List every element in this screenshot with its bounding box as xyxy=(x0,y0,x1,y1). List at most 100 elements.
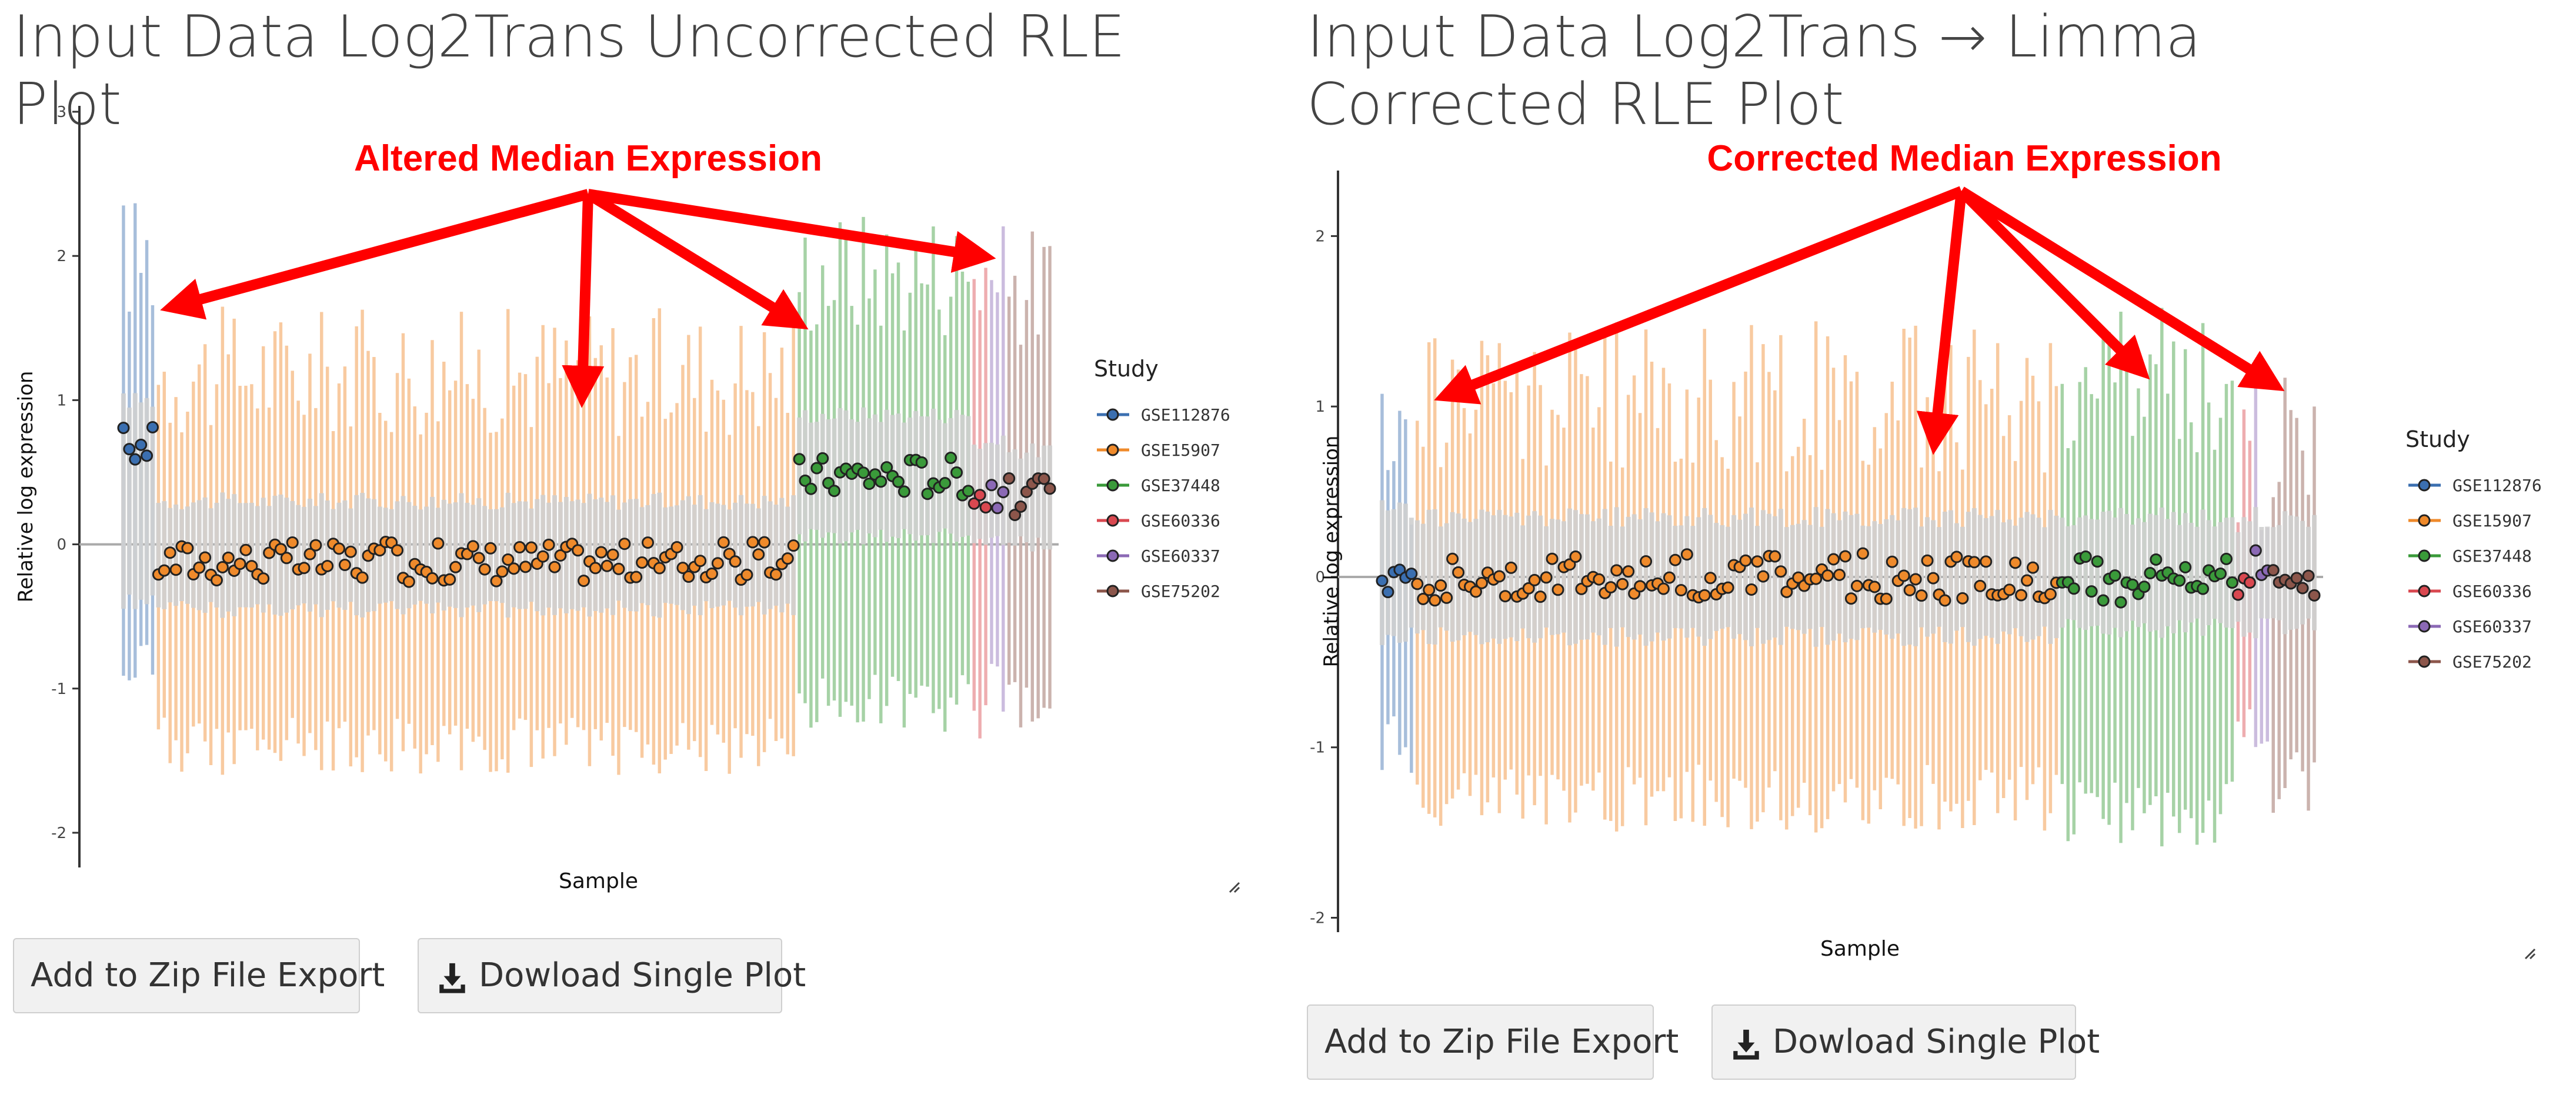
legend-entry-label: GSE15907 xyxy=(1141,440,1220,460)
median-point xyxy=(449,560,462,573)
median-point xyxy=(1020,485,1033,498)
median-point xyxy=(1968,556,1981,569)
median-point xyxy=(548,560,561,573)
median-point xyxy=(1674,584,1687,597)
median-point xyxy=(1452,566,1465,579)
median-point xyxy=(1528,573,1541,586)
median-point xyxy=(875,475,887,488)
download-single-plot-button[interactable]: Dowload Single Plot xyxy=(418,938,806,1013)
median-point xyxy=(1774,565,1787,578)
y-tick-label: 1 xyxy=(1315,398,1325,416)
y-tick-label: 0 xyxy=(1315,569,1325,586)
box-iqr xyxy=(703,509,709,602)
median-point xyxy=(321,559,334,572)
box-iqr xyxy=(261,498,266,613)
add-to-zip-label: Add to Zip File Export xyxy=(1324,1023,1679,1061)
box-iqr xyxy=(1743,513,1749,640)
box-iqr xyxy=(797,417,802,535)
resize-handle[interactable] xyxy=(2522,946,2536,960)
add-to-zip-button[interactable]: Add to Zip File Export xyxy=(13,938,385,1013)
annotation-arrow xyxy=(562,193,605,408)
median-point xyxy=(1769,550,1781,563)
box-iqr xyxy=(1866,526,1871,628)
median-point xyxy=(670,540,683,553)
download-icon xyxy=(439,963,465,993)
median-point xyxy=(216,560,229,573)
box-iqr xyxy=(126,408,132,595)
median-point xyxy=(274,543,287,556)
median-point xyxy=(1499,590,1511,603)
median-point xyxy=(606,548,619,561)
median-point xyxy=(519,560,532,573)
box-iqr xyxy=(331,509,336,602)
median-point xyxy=(117,422,130,435)
box-iqr xyxy=(1784,527,1789,627)
box-iqr xyxy=(162,501,167,609)
box-iqr xyxy=(1047,445,1053,550)
box-iqr xyxy=(1006,452,1012,543)
box-iqr xyxy=(1872,521,1877,633)
box-iqr xyxy=(1966,512,1971,642)
median-point xyxy=(2021,574,2034,587)
y-tick-label: 1 xyxy=(56,392,66,409)
median-point xyxy=(2214,568,2227,580)
box-iqr xyxy=(2288,515,2294,630)
median-point xyxy=(2044,588,2057,600)
download-single-plot-button[interactable]: Dowload Single Plot xyxy=(1711,1004,2100,1080)
median-point xyxy=(1850,579,1863,592)
median-point xyxy=(1921,554,1934,567)
median-point xyxy=(1909,573,1922,586)
median-point xyxy=(199,551,212,564)
resize-handle[interactable] xyxy=(1226,879,1240,893)
median-point xyxy=(1376,575,1389,588)
box-iqr xyxy=(493,509,499,602)
y-tick-label: -1 xyxy=(1310,739,1325,757)
box-iqr xyxy=(2194,526,2200,619)
box-iqr xyxy=(523,501,528,609)
box-iqr xyxy=(657,492,662,618)
box-iqr xyxy=(2283,511,2288,635)
median-point xyxy=(572,544,585,557)
box-iqr xyxy=(1620,526,1625,628)
median-point xyxy=(1417,592,1430,605)
median-point xyxy=(298,562,311,575)
box-iqr xyxy=(441,499,446,611)
annotation-arrow xyxy=(585,189,809,330)
median-point xyxy=(490,575,503,588)
median-point xyxy=(1657,582,1670,595)
box-iqr xyxy=(132,393,138,609)
box-iqr xyxy=(2071,525,2077,620)
box-iqr xyxy=(191,502,196,608)
box-iqr xyxy=(2077,517,2083,628)
median-point xyxy=(799,474,812,487)
median-point xyxy=(793,453,806,466)
box-iqr xyxy=(1637,519,1643,635)
box-iqr xyxy=(832,418,837,533)
box-iqr xyxy=(179,509,184,602)
median-point xyxy=(402,575,415,588)
median-point xyxy=(2085,585,2098,598)
box-iqr xyxy=(1679,525,1684,629)
median-point xyxy=(1504,561,1517,574)
box-iqr xyxy=(1608,525,1613,628)
median-point xyxy=(828,485,841,498)
median-point xyxy=(857,466,870,479)
median-point xyxy=(344,545,357,558)
box-iqr xyxy=(1467,522,1473,632)
median-point xyxy=(1886,555,1898,568)
median-point xyxy=(478,563,491,576)
box-iqr xyxy=(1655,521,1660,633)
box-iqr xyxy=(1432,509,1437,645)
add-to-zip-button[interactable]: Add to Zip File Export xyxy=(1307,1004,1679,1080)
box-iqr xyxy=(1614,507,1619,647)
median-point xyxy=(1903,583,1916,596)
median-point xyxy=(2179,561,2192,574)
box-iqr xyxy=(1426,509,1432,645)
median-point xyxy=(2091,555,2104,568)
median-point xyxy=(950,466,963,479)
legend-title: Study xyxy=(2405,426,2470,452)
box-iqr xyxy=(156,503,161,608)
box-iqr xyxy=(383,508,388,603)
median-point xyxy=(711,557,724,570)
box-iqr xyxy=(645,505,650,605)
